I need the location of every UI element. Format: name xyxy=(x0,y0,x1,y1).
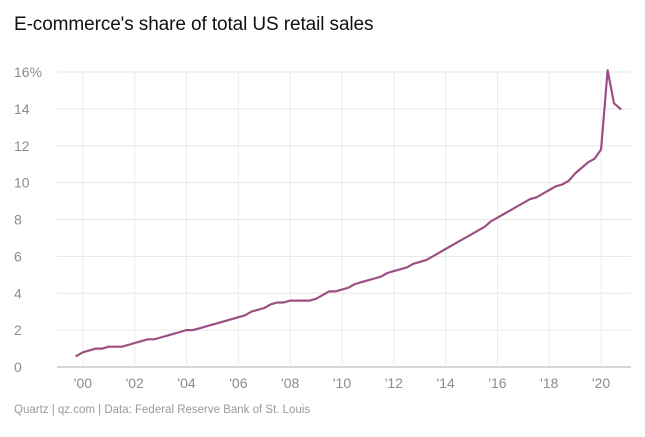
y-tick-label: 10 xyxy=(14,175,30,191)
x-tick-label: '06 xyxy=(229,375,247,391)
y-tick-label: 2 xyxy=(14,322,22,338)
series-group xyxy=(75,69,622,357)
x-tick-label: '20 xyxy=(592,375,610,391)
x-tick-label: '02 xyxy=(126,375,144,391)
x-tick-label: '10 xyxy=(333,375,351,391)
x-axis-ticks: '00 '02 '04 '06 '08 '10 '12 '14 '16 '18 '20 xyxy=(74,375,611,391)
x-tick-label: '04 xyxy=(177,375,195,391)
y-tick-label: 4 xyxy=(14,285,22,301)
x-tick-label: '12 xyxy=(385,375,403,391)
y-tick-label: 8 xyxy=(14,212,22,228)
y-tick-label: 16% xyxy=(14,64,42,80)
x-tick-label: '00 xyxy=(74,375,92,391)
y-tick-label: 0 xyxy=(14,359,22,375)
x-tick-label: '08 xyxy=(281,375,299,391)
chart-title: E-commerce's share of total US retail sa… xyxy=(14,14,374,35)
x-tick-label: '18 xyxy=(540,375,558,391)
gridlines xyxy=(57,71,631,368)
y-tick-label: 12 xyxy=(14,138,30,154)
x-tick-label: '16 xyxy=(488,375,506,391)
series-line-ecommerce-share xyxy=(75,69,622,357)
y-tick-label: 14 xyxy=(14,101,30,117)
source-footer: Quartz | qz.com | Data: Federal Reserve … xyxy=(14,404,311,416)
y-axis-ticks: 0 2 4 6 8 10 12 14 16% xyxy=(14,64,42,375)
x-tick-label: '14 xyxy=(437,375,455,391)
y-tick-label: 6 xyxy=(14,248,22,264)
